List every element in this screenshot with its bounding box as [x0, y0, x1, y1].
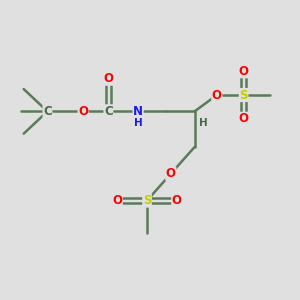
Text: H: H — [199, 118, 207, 128]
Text: O: O — [238, 65, 249, 78]
Text: C: C — [43, 105, 52, 118]
Text: O: O — [238, 112, 249, 125]
Text: O: O — [212, 88, 222, 101]
Text: O: O — [112, 194, 122, 207]
Text: O: O — [172, 194, 182, 207]
Text: O: O — [78, 105, 88, 118]
Text: O: O — [166, 167, 176, 180]
Text: O: O — [103, 72, 113, 85]
Text: N: N — [133, 105, 143, 118]
Text: S: S — [143, 194, 151, 207]
Text: H: H — [134, 118, 142, 128]
Text: S: S — [239, 88, 248, 101]
Text: C: C — [104, 105, 113, 118]
